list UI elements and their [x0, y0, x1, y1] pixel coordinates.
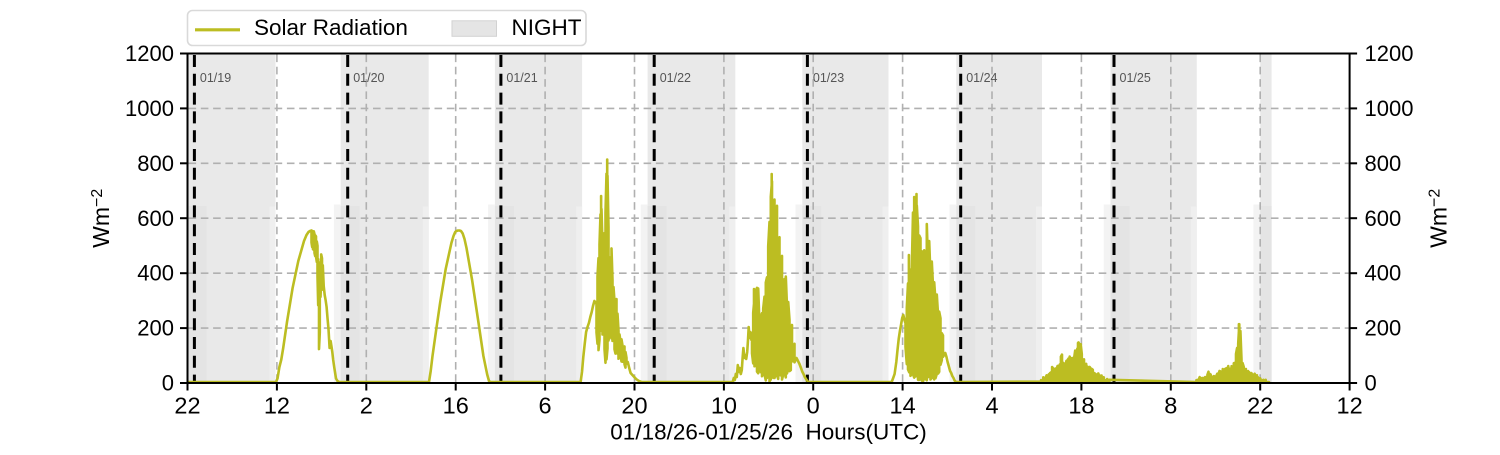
svg-text:1200: 1200: [125, 41, 174, 66]
svg-text:4: 4: [985, 393, 998, 419]
svg-text:12: 12: [1337, 393, 1363, 419]
svg-text:14: 14: [890, 393, 916, 419]
svg-text:1000: 1000: [1365, 96, 1414, 121]
svg-text:1200: 1200: [1365, 41, 1414, 66]
svg-text:01/23: 01/23: [813, 71, 844, 85]
svg-text:2: 2: [360, 393, 373, 419]
svg-text:18: 18: [1068, 393, 1094, 419]
svg-text:01/24: 01/24: [966, 71, 997, 85]
svg-text:200: 200: [137, 316, 174, 341]
svg-text:200: 200: [1365, 316, 1402, 341]
svg-text:Solar Radiation: Solar Radiation: [254, 15, 408, 40]
svg-text:400: 400: [1365, 261, 1402, 286]
svg-text:400: 400: [137, 261, 174, 286]
svg-text:8: 8: [1164, 393, 1177, 419]
svg-text:0: 0: [1365, 371, 1377, 396]
svg-text:01/25: 01/25: [1120, 71, 1151, 85]
svg-text:01/18/26-01/25/26 Hours(UTC): 01/18/26-01/25/26 Hours(UTC): [610, 420, 926, 445]
svg-text:0: 0: [162, 371, 174, 396]
svg-text:6: 6: [539, 393, 552, 419]
svg-text:20: 20: [621, 393, 647, 419]
svg-text:800: 800: [1365, 151, 1402, 176]
svg-text:800: 800: [137, 151, 174, 176]
svg-text:1000: 1000: [125, 96, 174, 121]
svg-text:600: 600: [1365, 206, 1402, 231]
svg-text:NIGHT: NIGHT: [512, 15, 582, 40]
svg-text:16: 16: [443, 393, 469, 419]
svg-text:10: 10: [711, 393, 737, 419]
svg-text:22: 22: [174, 393, 200, 419]
svg-text:01/21: 01/21: [506, 71, 537, 85]
svg-text:600: 600: [137, 206, 174, 231]
svg-text:01/20: 01/20: [353, 71, 384, 85]
svg-text:01/19: 01/19: [200, 71, 231, 85]
svg-text:01/22: 01/22: [660, 71, 691, 85]
svg-text:0: 0: [807, 393, 820, 419]
svg-text:22: 22: [1247, 393, 1273, 419]
svg-text:12: 12: [264, 393, 290, 419]
